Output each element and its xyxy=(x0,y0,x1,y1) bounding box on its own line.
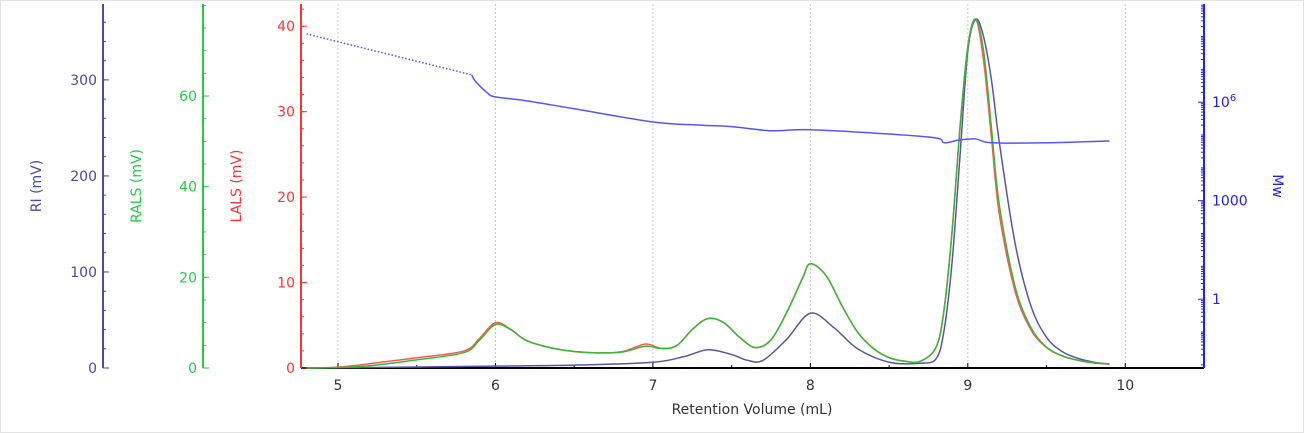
mw-tick-label: 1000 xyxy=(1212,194,1248,210)
x-tick-label: 7 xyxy=(648,378,657,394)
lals-tick-label: 10 xyxy=(277,276,295,292)
rals-axis-title: RALS (mV) xyxy=(129,149,145,223)
rals-tick-label: 40 xyxy=(179,180,197,196)
rals-tick-label: 20 xyxy=(179,270,197,286)
rals-tick-label: 60 xyxy=(179,89,197,105)
ri-tick-label: 300 xyxy=(70,73,97,89)
series-mw-extrapolated xyxy=(306,33,473,76)
series-mw xyxy=(471,74,1110,144)
lals-tick-label: 30 xyxy=(277,105,295,121)
ri-tick-label: 100 xyxy=(70,265,97,281)
mw-tick-label: 106 xyxy=(1212,93,1236,111)
series-rals xyxy=(306,18,1110,369)
lals-tick-label: 20 xyxy=(277,190,295,206)
series-lals xyxy=(306,18,1110,369)
ri-axis-title: RI (mV) xyxy=(29,160,45,212)
mw-tick-label: 1 xyxy=(1212,292,1221,308)
mw-axis-title: Mw xyxy=(1269,174,1285,198)
ri-tick-label: 200 xyxy=(70,169,97,185)
lals-tick-label: 40 xyxy=(277,19,295,35)
x-tick-label: 9 xyxy=(963,378,972,394)
x-tick-label: 8 xyxy=(806,378,815,394)
lals-axis-title: LALS (mV) xyxy=(229,150,245,223)
x-tick-label: 5 xyxy=(334,378,343,394)
x-axis-label: Retention Volume (mL) xyxy=(672,402,833,418)
series-ri xyxy=(306,18,1110,369)
x-tick-label: 6 xyxy=(491,378,500,394)
lals-tick-label: 0 xyxy=(286,361,295,377)
x-tick-label: 10 xyxy=(1116,378,1134,394)
rals-tick-label: 0 xyxy=(188,361,197,377)
ri-tick-label: 0 xyxy=(88,361,97,377)
